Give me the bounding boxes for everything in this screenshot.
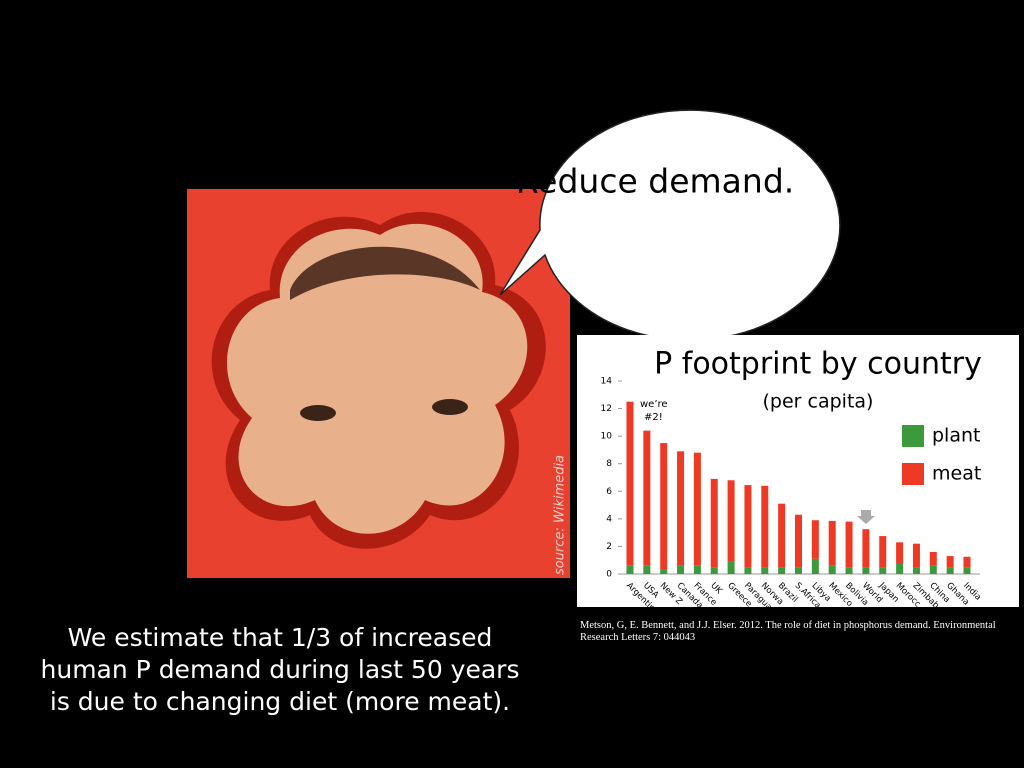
legend-label: plant [932,425,980,447]
bar [626,565,634,574]
y-tick-label: 12 [601,404,612,414]
bar [795,514,802,568]
bar [710,567,718,574]
bar [677,451,685,566]
y-tick-label: 6 [606,487,612,497]
bar [845,567,853,574]
bar [744,567,752,574]
y-tick-label: 2 [606,542,612,552]
bar [879,567,887,574]
caption-line: human P demand during last 50 years [40,655,520,684]
bar [643,565,651,574]
y-tick-label: 10 [601,432,613,442]
bar [677,565,685,574]
y-tick-label: 0 [606,570,612,580]
caption-line: We estimate that 1/3 of increased [67,623,493,652]
legend-label: meat [932,463,981,485]
photo-face [226,223,528,534]
bar [811,520,819,559]
caption-line: is due to changing diet (more meat). [49,687,511,716]
photo-credit: source: Wikimedia [553,455,568,575]
bar [929,551,937,566]
legend-swatch [902,425,924,447]
photo-eye [300,405,336,421]
y-tick-label: 4 [606,514,612,524]
bar [626,401,634,566]
annotation: we’re [640,399,668,410]
citation: Metson, G, E. Bennett, and J.J. Elser. 2… [580,620,996,643]
bar [828,565,836,574]
bar [963,567,971,574]
bar [912,543,920,568]
annotation: #2! [644,412,663,423]
world-arrow [857,510,875,524]
bar [710,478,718,568]
bar [912,567,920,574]
bar [693,452,701,566]
bar [862,529,870,568]
bar [727,480,735,562]
legend-swatch [902,463,924,485]
bar [811,558,819,574]
bar [778,567,786,574]
bar [660,443,668,570]
chart-title: P footprint by country [654,347,982,382]
bar [660,569,668,574]
photo-hair [290,246,480,300]
bar [896,542,904,563]
bar [929,565,937,574]
bar [693,565,701,574]
bar [761,485,769,568]
bar [778,503,786,568]
bar [946,556,954,568]
caption: We estimate that 1/3 of increased human … [20,622,540,718]
bar [896,562,904,574]
bar [744,485,752,568]
bar [963,556,971,568]
bar [845,521,853,568]
bar [862,567,870,574]
bar [761,567,769,574]
y-tick-label: 8 [606,459,612,469]
bar [643,430,651,566]
photo-eye [432,399,468,415]
bar [795,567,802,574]
bubble-text: Reduce demand. [516,162,795,201]
bar [828,520,836,566]
bar [946,567,954,574]
chart-subtitle: (per capita) [763,391,874,413]
speech-bubble [499,109,841,341]
y-tick-label: 14 [601,377,613,387]
bar [879,536,887,568]
bar [727,561,735,574]
